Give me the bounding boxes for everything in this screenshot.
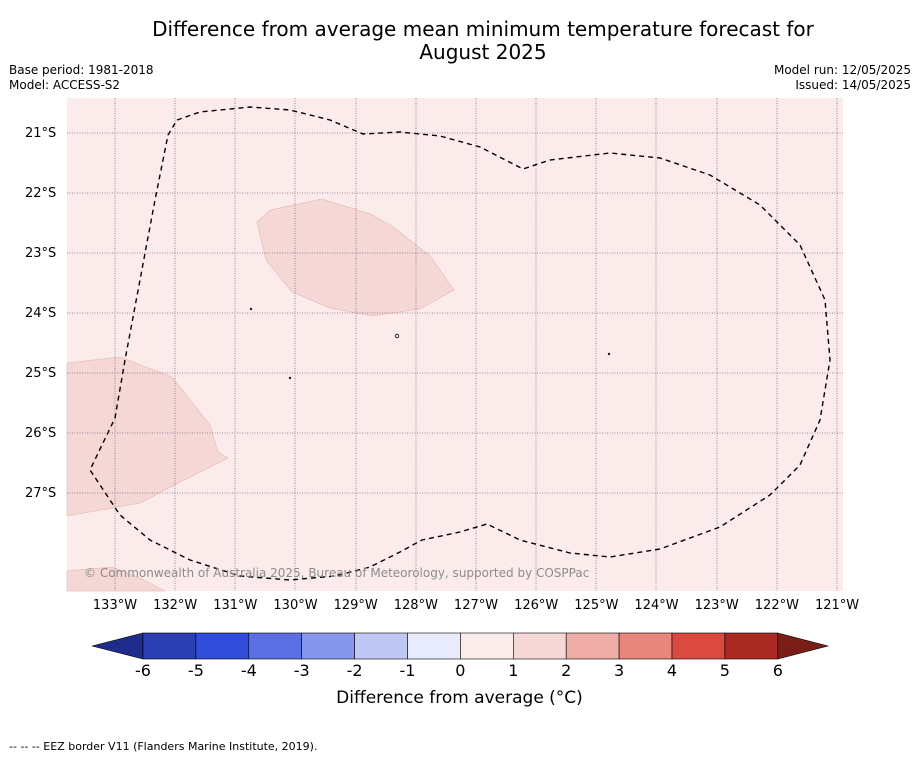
island-3 (288, 376, 292, 380)
island-2 (394, 333, 400, 339)
copyright-notice: © Commonwealth of Australia 2025, Bureau… (84, 566, 590, 580)
lat-label: 21°S (25, 126, 57, 141)
anomaly-patch-west (66, 356, 229, 517)
lat-label: 22°S (25, 186, 57, 201)
run-info: Model run: 12/05/2025 Issued: 14/05/2025 (774, 63, 911, 93)
colorbar (91, 632, 830, 660)
graticule (67, 98, 843, 591)
colorbar-bin (407, 632, 461, 660)
title-line-2: August 2025 (419, 40, 547, 64)
colorbar-tick-label: -5 (187, 661, 204, 680)
anomaly-patch-north (256, 198, 455, 317)
colorbar-bin (354, 632, 408, 660)
colorbar-bin (195, 632, 250, 660)
lon-label: 127°W (453, 598, 499, 613)
islands (249, 307, 611, 380)
eez-border (89, 106, 831, 581)
model-run: Model run: 12/05/2025 (773, 63, 911, 77)
lon-label: 126°W (514, 598, 559, 613)
colorbar-tick-label: 4 (666, 661, 678, 680)
colorbar-tick-label: 6 (772, 661, 783, 680)
lon-label: 130°W (273, 598, 318, 613)
colorbar-tick-label: 2 (561, 661, 572, 680)
lon-label: 122°W (754, 598, 799, 613)
colorbar-bin (618, 632, 673, 660)
colorbar-bin (512, 632, 567, 660)
colorbar-bin (460, 632, 514, 660)
colorbar-tick-label: -3 (293, 661, 310, 680)
colorbar-tick-label: -4 (240, 661, 257, 680)
lat-label: 23°S (25, 246, 57, 261)
lon-label: 133°W (92, 598, 138, 613)
island-1 (249, 307, 253, 311)
colorbar-tick-label: -2 (346, 661, 363, 680)
lat-label: 27°S (25, 486, 57, 501)
colorbar-bin (671, 632, 726, 660)
colorbar-bin (301, 632, 355, 660)
base-info: Base period: 1981-2018 Model: ACCESS-S2 (9, 63, 154, 93)
title-line-1: Difference from average mean minimum tem… (152, 17, 814, 41)
colorbar-tick-label: 5 (719, 661, 730, 680)
island-4 (607, 352, 611, 356)
colorbar-tick-label: 3 (614, 661, 625, 680)
lon-label: 123°W (694, 598, 739, 613)
model-name: Model: ACCESS-S2 (9, 78, 121, 92)
lon-label: 131°W (213, 598, 258, 613)
colorbar-tick-label: 0 (455, 661, 466, 680)
lon-label: 129°W (333, 598, 378, 613)
lon-label: 132°W (153, 598, 198, 613)
colorbar-tick-label: 1 (508, 661, 519, 680)
lat-label: 25°S (25, 366, 57, 381)
colorbar-bin (565, 632, 620, 660)
colorbar-bin (248, 632, 303, 660)
colorbar-tick-label: -6 (135, 661, 151, 680)
eez-legend-note: -- -- -- EEZ border V11 (Flanders Marine… (9, 740, 318, 753)
lon-label: 121°W (814, 598, 860, 613)
map-title: Difference from average mean minimum tem… (0, 18, 919, 64)
lon-label: 128°W (393, 598, 438, 613)
colorbar-extend-low (91, 632, 144, 660)
base-period: Base period: 1981-2018 (9, 63, 154, 77)
anomaly-patch-southwest (66, 566, 166, 592)
issued-date: Issued: 14/05/2025 (795, 78, 911, 92)
colorbar-extend-high (777, 632, 830, 660)
map-background (67, 98, 843, 591)
lon-label: 125°W (574, 598, 619, 613)
colorbar-tick-label: -1 (399, 661, 416, 680)
colorbar-bin (142, 632, 197, 660)
lon-label: 124°W (634, 598, 679, 613)
lat-label: 26°S (25, 426, 57, 441)
colorbar-bin (724, 632, 779, 660)
colorbar-label: Difference from average (°C) (336, 688, 583, 708)
lat-label: 24°S (25, 306, 57, 321)
